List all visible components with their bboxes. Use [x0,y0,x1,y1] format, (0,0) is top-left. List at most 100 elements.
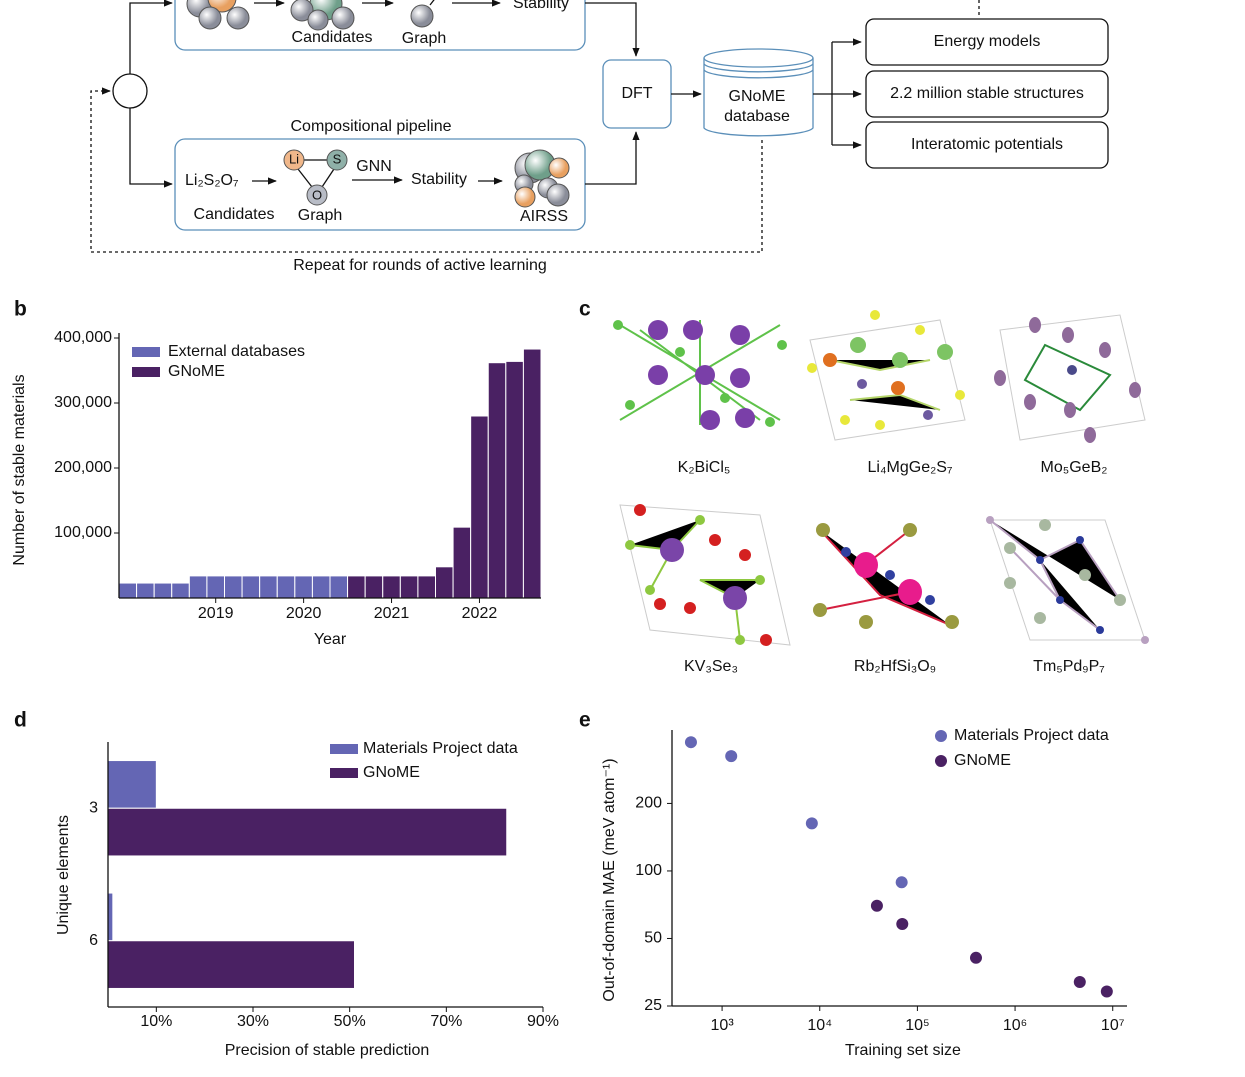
legend-label: Materials Project data [363,740,518,757]
legend-label: GNoME [954,752,1011,769]
legend-label: GNoME [168,363,225,380]
point [725,750,738,763]
bar [487,362,507,599]
legend-swatch [330,768,358,778]
y-axis-label: Number of stable materials [11,374,28,565]
bar [294,575,313,599]
bar [107,760,157,809]
x-tick-label: 2022 [462,605,498,622]
point [1073,975,1086,988]
point [1100,985,1113,998]
bar [206,575,226,599]
x-axis-label: Precision of stable prediction [225,1042,430,1059]
bar [470,415,489,599]
panel-label: e [579,709,591,732]
x-tick-label: 50% [334,1013,366,1030]
panel-label: c [579,298,591,321]
y-tick-label: 50 [644,930,662,947]
x-tick-label: 10⁷ [1101,1017,1125,1034]
point [895,876,908,889]
bar [452,526,472,599]
legend-label: Materials Project data [954,727,1109,744]
x-axis-label: Year [314,631,347,648]
sphere-cluster [514,149,570,208]
loop-node [112,73,148,109]
y-tick-label: 100,000 [54,524,112,541]
structure-label: KV₃Se₃ [684,658,738,675]
charts: 100,000 200,000 300,000 400,000 2019 2020 2021… [11,329,1127,1059]
label: GNoME [729,88,786,105]
label: database [724,108,790,125]
label: Graph [402,30,446,47]
point [684,736,697,749]
label: GNN [356,158,392,175]
x-tick-label: 90% [527,1013,559,1030]
bar [364,575,384,599]
x-axis-label: Training set size [845,1042,961,1059]
label: AIRSS [520,208,568,225]
structure-image [813,523,959,629]
label: Stability [513,0,569,12]
point [896,918,909,931]
bar [329,575,349,599]
point [969,951,982,964]
y-tick-label: 200,000 [54,459,112,476]
structure-image [994,314,1146,443]
structural-box [174,0,586,51]
legend-label: GNoME [363,764,420,781]
legend-swatch [132,367,160,377]
label: Stability [411,171,467,188]
y-tick-label: 300,000 [54,394,112,411]
structure-label: Rb₂HfSi₃O₉ [854,658,936,675]
node-label: Li [289,151,299,166]
formula: Li₂S₂O₇ [185,172,239,189]
y-tick-label: 6 [89,932,98,949]
point [805,817,818,830]
crystal-structures [613,310,1149,646]
y-axis-label: Out-of-domain MAE (meV atom⁻¹) [601,758,618,1001]
y-tick-label: 100 [635,862,662,879]
x-tick-label: 2019 [198,605,234,622]
x-tick-label: 30% [237,1013,269,1030]
bar [241,575,261,599]
bar [382,575,401,599]
structure-label: Li₄MgGe₂S₇ [868,459,953,476]
bar [171,582,190,599]
pipeline-diagram: Candidates Graph Stability Repeat for ro… [90,0,1109,274]
legend-marker [935,730,947,742]
bar [136,582,155,599]
bar [107,940,355,989]
x-tick-label: 10⁶ [1003,1017,1027,1034]
structure-label: Mo₅GeB₂ [1041,459,1108,476]
x-tick-label: 70% [430,1013,462,1030]
x-tick-label: 10% [140,1013,172,1030]
y-tick-label: 25 [644,997,662,1014]
structure-label: K₂BiCl₅ [678,459,731,476]
bar [118,582,138,599]
legend-marker [935,755,947,767]
structure-label: Tm₅Pd₉P₇ [1033,658,1105,675]
structure-image [613,320,787,430]
y-axis-label: Unique elements [55,815,72,935]
x-tick-label: 2021 [374,605,410,622]
legend-label: External databases [168,343,305,360]
bar [522,348,542,599]
panel-label: b [14,298,27,321]
structure-image [986,516,1149,644]
y-tick-label: 400,000 [54,329,112,346]
output-box [865,70,1109,118]
database-cylinder [703,48,814,137]
output-label: Energy models [934,33,1041,50]
label: Candidates [194,206,275,223]
output-label: Interatomic potentials [911,136,1063,153]
sphere-cluster [186,0,434,31]
label: Candidates [292,29,373,46]
output-box [865,18,1109,66]
bar [107,892,114,942]
bar [435,566,454,599]
structure-image [619,504,791,646]
bar [259,575,278,599]
x-tick-label: 10⁴ [807,1017,832,1034]
bar [505,360,524,599]
node-label: O [312,187,322,202]
